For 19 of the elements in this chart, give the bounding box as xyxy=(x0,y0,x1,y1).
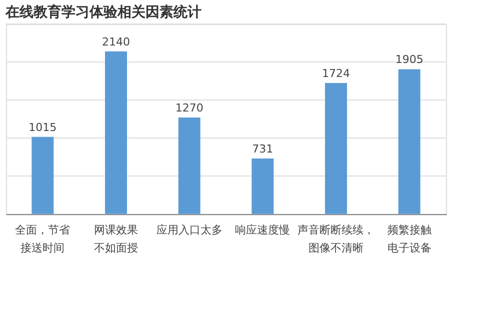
chart-title: 在线教育学习体验相关因素统计 xyxy=(4,4,202,20)
x-tick-label: 频繁接触电子设备 xyxy=(387,224,432,254)
data-label: 1015 xyxy=(28,120,57,134)
x-tick-label: 声音断断续续，图像不清晰 xyxy=(298,224,374,254)
bar xyxy=(398,69,420,214)
bar xyxy=(325,82,347,214)
x-tick-label: 网课效果不如面授 xyxy=(94,224,138,254)
bar xyxy=(252,158,274,214)
x-tick-label: 应用入口太多 xyxy=(156,224,222,236)
bar xyxy=(32,136,54,214)
data-label: 1905 xyxy=(395,53,424,66)
x-tick-label: 响应速度慢 xyxy=(235,224,290,236)
bar xyxy=(105,51,127,214)
x-tick-label: 全面，节省接送时间 xyxy=(15,224,70,254)
data-label: 1270 xyxy=(175,101,204,114)
bar xyxy=(178,117,200,214)
data-label: 1724 xyxy=(322,66,350,80)
data-label: 2140 xyxy=(102,35,130,48)
data-label: 731 xyxy=(252,142,274,156)
